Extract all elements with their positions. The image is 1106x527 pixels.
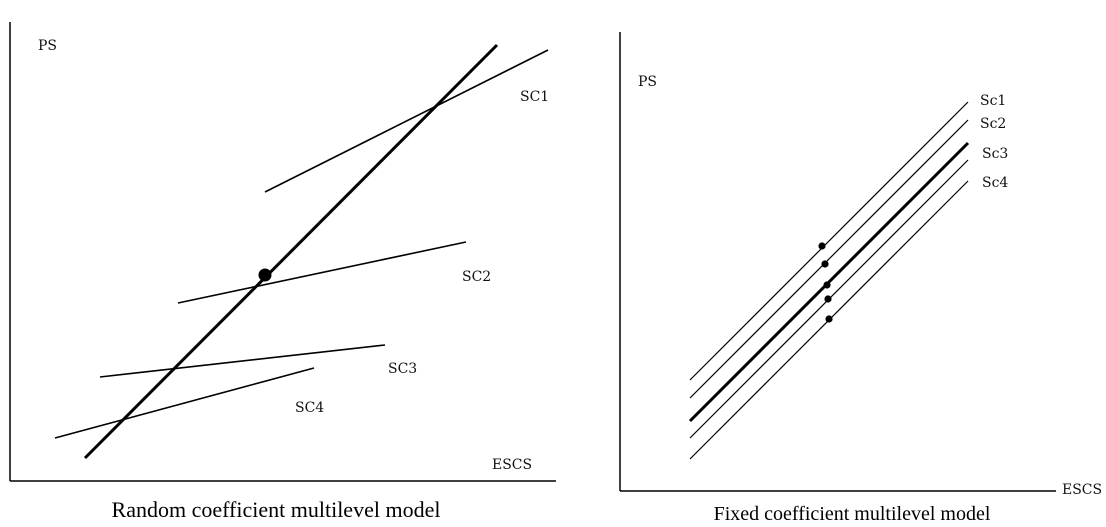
right-line-sc1	[689, 101, 969, 381]
right-line-sc2	[689, 119, 969, 399]
left-series-label-sc4: SC4	[295, 400, 324, 416]
fixed-coefficient-panel: PS ESCS Sc1 Sc2 Sc3 Sc4 Fixed coefficien…	[619, 32, 1102, 525]
right-y-label: PS	[638, 74, 657, 90]
left-x-label: ESCS	[492, 457, 532, 473]
right-series-label-sc3: Sc3	[982, 146, 1008, 162]
right-series-label-sc4: Sc4	[982, 175, 1008, 191]
right-caption: Fixed coefficient multilevel model	[714, 503, 991, 525]
right-point-1	[818, 242, 826, 250]
left-line-sc2	[177, 241, 467, 304]
left-line-sc4	[54, 367, 315, 439]
left-series-label-sc1: SC1	[520, 89, 549, 105]
right-point-2	[821, 260, 829, 268]
right-point-3	[823, 281, 831, 289]
left-series-label-sc2: SC2	[462, 269, 491, 285]
right-series-label-sc1: Sc1	[980, 93, 1006, 109]
right-point-4	[824, 295, 832, 303]
left-line-sc3	[99, 344, 386, 378]
left-line-sc1	[264, 49, 549, 193]
right-series-label-sc2: Sc2	[980, 116, 1006, 132]
left-overall-line	[83, 43, 499, 460]
left-y-label: PS	[38, 38, 57, 54]
random-coefficient-panel: PS ESCS SC1 SC2 SC3 SC4 Random coefficie…	[9, 22, 556, 522]
left-overall-point	[258, 268, 272, 282]
right-x-label: ESCS	[1062, 482, 1102, 498]
right-line-sc3	[688, 141, 970, 423]
left-series-label-sc3: SC3	[388, 361, 417, 377]
left-caption: Random coefficient multilevel model	[112, 497, 441, 522]
right-point-5	[825, 315, 833, 323]
